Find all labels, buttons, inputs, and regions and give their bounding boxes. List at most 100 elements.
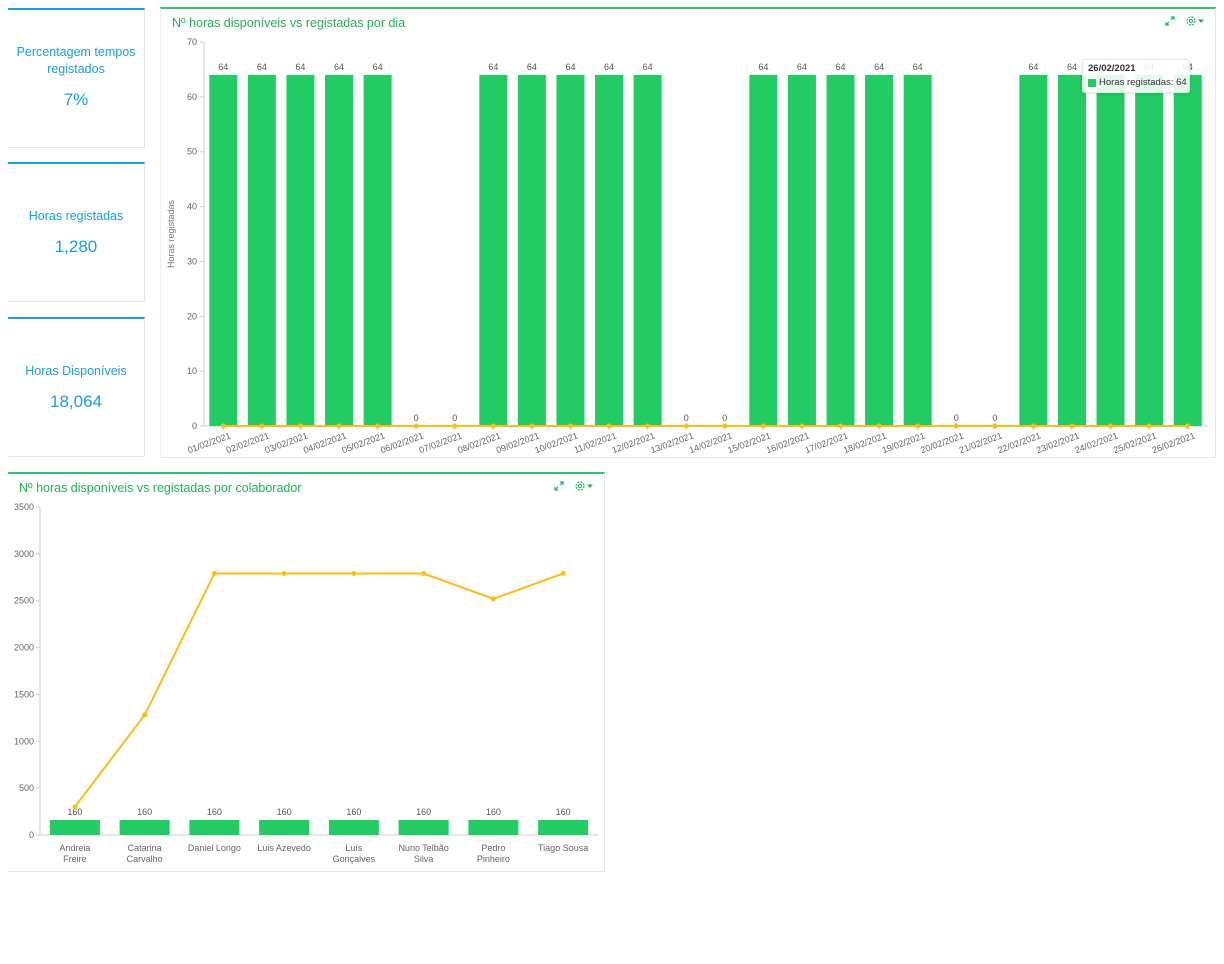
- kpi-value: 7%: [63, 90, 89, 109]
- bar-data-label: 64: [913, 62, 923, 72]
- bar-data-label: 64: [527, 62, 537, 72]
- x-tick-label-line: Silva: [414, 854, 434, 864]
- bar: [595, 74, 624, 427]
- x-tick-label: 13/02/2021: [649, 430, 695, 455]
- chart-tooltip: 26/02/2021 Horas registadas: 64: [1082, 59, 1190, 93]
- daily-chart-panel: Nº horas disponíveis vs registadas por d…: [160, 7, 1216, 458]
- tooltip-text: Horas registadas: 64: [1099, 77, 1187, 88]
- bar-data-label: 64: [1067, 62, 1077, 72]
- bar: [189, 820, 240, 835]
- x-tick-label-line: Daniel Longo: [188, 843, 241, 853]
- line-point: [838, 423, 844, 429]
- kpi-title: Horas registadas: [28, 209, 124, 223]
- bar-data-label: 0: [954, 413, 959, 423]
- bar-data-label: 160: [416, 807, 431, 817]
- x-tick-label: Tiago Sousa: [538, 843, 588, 853]
- y-tick-label: 40: [187, 202, 197, 212]
- bar-data-label: 64: [797, 62, 807, 72]
- bar-data-label: 160: [486, 807, 501, 817]
- bar: [1173, 74, 1202, 427]
- gear-icon[interactable]: [1185, 15, 1205, 27]
- bar-data-label: 64: [565, 62, 575, 72]
- line-point: [760, 423, 766, 429]
- line-point: [351, 571, 357, 577]
- y-tick-label: 0: [29, 830, 34, 840]
- x-tick-label-line: Andreia: [59, 843, 90, 853]
- bar: [363, 74, 392, 427]
- bar-data-label: 64: [643, 62, 653, 72]
- x-tick-label: 23/02/2021: [1035, 430, 1081, 455]
- gear-icon[interactable]: [574, 480, 594, 492]
- x-tick-label: Luis Azevedo: [257, 843, 311, 853]
- x-tick-label: 24/02/2021: [1073, 430, 1119, 455]
- bar: [538, 820, 589, 835]
- x-tick-label: 25/02/2021: [1112, 430, 1158, 455]
- line-point: [876, 423, 882, 429]
- line-point: [915, 423, 921, 429]
- expand-icon[interactable]: [554, 481, 564, 491]
- bar-data-label: 0: [414, 413, 419, 423]
- line-point: [142, 712, 148, 718]
- bar: [1057, 74, 1086, 427]
- caret-down-icon: [1198, 19, 1204, 23]
- line-point: [211, 571, 217, 577]
- line-point: [220, 423, 226, 429]
- daily-chart: 0 10 20 30 40 50 60 70 Horas registadas 64 01/02/2…: [166, 37, 1207, 455]
- y-tick-label: 3000: [14, 549, 34, 559]
- bar-data-label: 0: [684, 413, 689, 423]
- bar: [517, 74, 546, 427]
- bar: [286, 74, 315, 427]
- bar-data-label: 160: [207, 807, 222, 817]
- x-tick-label: Andreia Freire: [59, 843, 90, 864]
- line-point: [529, 423, 535, 429]
- line-point: [722, 423, 728, 429]
- line-point: [992, 423, 998, 429]
- bar: [119, 820, 170, 835]
- x-tick-label: 04/02/2021: [302, 430, 348, 455]
- panel-title: Nº horas disponíveis vs registadas por d…: [172, 16, 406, 30]
- bar-data-label: 64: [874, 62, 884, 72]
- kpi-title: Horas Disponíveis: [25, 364, 127, 378]
- x-tick-label: 12/02/2021: [611, 430, 657, 455]
- line-point: [567, 423, 573, 429]
- x-tick-label: 19/02/2021: [881, 430, 927, 455]
- x-tick-label: 20/02/2021: [919, 430, 965, 455]
- x-tick-label: 22/02/2021: [996, 430, 1042, 455]
- bar-data-label: 64: [836, 62, 846, 72]
- bar-data-label: 64: [257, 62, 267, 72]
- x-tick-label-line: Freire: [63, 854, 87, 864]
- bar: [749, 74, 778, 427]
- x-tick-label-line: Luis Azevedo: [257, 843, 311, 853]
- bar: [633, 74, 662, 427]
- bar-data-label: 64: [604, 62, 614, 72]
- bar-data-label: 64: [1028, 62, 1038, 72]
- kpi-value: 18,064: [50, 392, 102, 411]
- y-tick-label: 70: [187, 37, 197, 47]
- kpi-card-horas-registadas: Horas registadas 1,280: [8, 162, 145, 302]
- bar-data-label: 0: [992, 413, 997, 423]
- y-tick-label: 2500: [14, 596, 34, 606]
- bar: [556, 74, 585, 427]
- y-tick-label: 10: [187, 366, 197, 376]
- bar-data-label: 64: [373, 62, 383, 72]
- line-point: [259, 423, 265, 429]
- bar: [903, 74, 932, 427]
- x-tick-label: 06/02/2021: [379, 430, 425, 455]
- line-point: [1108, 423, 1114, 429]
- y-tick-label: 2000: [14, 643, 34, 653]
- x-tick-label-line: Pedro: [481, 843, 505, 853]
- expand-icon[interactable]: [1165, 16, 1175, 26]
- bar-data-label: 0: [722, 413, 727, 423]
- bar-data-label: 0: [452, 413, 457, 423]
- bar: [479, 74, 508, 427]
- y-tick-label: 60: [187, 92, 197, 102]
- x-tick-label: 14/02/2021: [688, 430, 734, 455]
- x-tick-label-line: Tiago Sousa: [538, 843, 588, 853]
- bar: [325, 74, 354, 427]
- x-tick-label: 07/02/2021: [418, 430, 464, 455]
- tooltip-date: 26/02/2021: [1088, 63, 1136, 74]
- collab-chart: 0 500 1000 1500 2000 2500 3000 3500 160 Andreia Fr…: [14, 502, 598, 864]
- x-tick-label: 03/02/2021: [263, 430, 309, 455]
- line-point: [297, 423, 303, 429]
- y-tick-label: 3500: [14, 502, 34, 512]
